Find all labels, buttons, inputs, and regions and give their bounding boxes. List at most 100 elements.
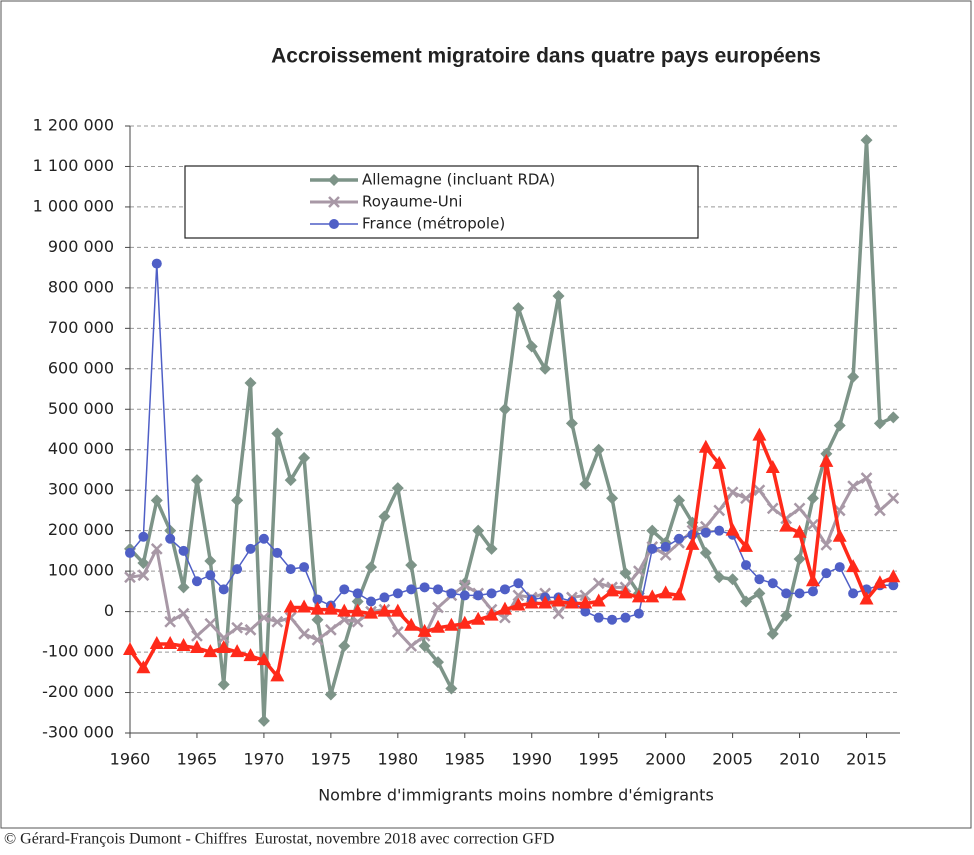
- marker-triangle: [417, 623, 432, 637]
- y-tick-label: 600 000: [48, 358, 114, 377]
- marker-cross: [793, 502, 806, 515]
- marker-diamond: [190, 474, 203, 487]
- marker-diamond: [378, 510, 391, 523]
- marker-circle: [473, 590, 484, 601]
- marker-triangle: [457, 615, 472, 629]
- marker-circle: [178, 545, 189, 556]
- marker-diamond: [150, 494, 163, 507]
- marker-circle: [406, 584, 417, 595]
- marker-cross: [552, 607, 565, 620]
- marker-diamond: [298, 451, 311, 464]
- marker-cross: [324, 623, 337, 636]
- marker-cross: [298, 627, 310, 640]
- marker-diamond: [713, 571, 726, 584]
- marker-circle: [499, 584, 510, 595]
- marker-circle: [352, 588, 363, 599]
- y-tick-label: 900 000: [48, 237, 114, 256]
- marker-triangle: [444, 617, 459, 631]
- marker-diamond: [780, 609, 793, 622]
- x-axis-label: Nombre d'immigrants moins nombre d'émigr…: [318, 786, 714, 805]
- marker-cross: [820, 538, 833, 551]
- marker-circle: [767, 578, 778, 589]
- marker-cross: [311, 634, 324, 646]
- series-line: [129, 262, 894, 621]
- marker-diamond: [753, 587, 766, 600]
- marker-cross: [579, 589, 592, 602]
- source-note: © Gérard-François Dumont - Chiffres Euro…: [4, 831, 554, 848]
- marker-triangle: [216, 640, 231, 654]
- marker-triangle: [163, 635, 178, 649]
- marker-diamond: [284, 474, 297, 487]
- marker-triangle: [350, 603, 365, 617]
- marker-circle: [700, 527, 711, 538]
- marker-diamond: [525, 340, 538, 353]
- marker-triangle: [725, 522, 740, 536]
- y-tick-label: 300 000: [48, 480, 114, 499]
- marker-circle: [339, 584, 350, 595]
- marker-circle: [513, 578, 524, 589]
- series-line: [128, 433, 895, 679]
- marker-cross: [191, 629, 203, 642]
- marker-triangle: [578, 595, 593, 609]
- marker-cross: [271, 615, 284, 628]
- frame: [0, 0, 972, 829]
- marker-triangle: [872, 575, 887, 589]
- marker-diamond: [539, 362, 552, 375]
- marker-triangle: [618, 585, 633, 599]
- marker-diamond: [552, 289, 565, 302]
- marker-diamond: [498, 403, 511, 416]
- marker-circle: [433, 584, 443, 595]
- marker-circle: [258, 533, 269, 544]
- legend-label: France (métropole): [362, 215, 505, 233]
- marker-circle: [781, 588, 792, 599]
- marker-circle: [607, 614, 618, 625]
- marker-circle: [848, 588, 859, 599]
- marker-triangle: [377, 603, 392, 617]
- y-tick-label: 0: [104, 601, 114, 620]
- marker-diamond: [592, 443, 605, 456]
- marker-cross: [351, 615, 364, 628]
- marker-triangle: [310, 601, 325, 615]
- x-tick-label: 1995: [578, 750, 619, 769]
- marker-circle: [446, 588, 457, 599]
- marker-diamond: [887, 411, 900, 424]
- marker-triangle: [123, 642, 137, 656]
- y-tick-label: 1 200 000: [33, 116, 114, 135]
- marker-circle: [754, 574, 765, 585]
- marker-triangle: [832, 528, 847, 542]
- marker-diamond: [766, 627, 779, 640]
- marker-diamond: [740, 595, 752, 608]
- marker-diamond: [860, 134, 873, 147]
- marker-circle: [807, 586, 818, 597]
- marker-triangle: [685, 536, 700, 550]
- y-tick-label: -200 000: [42, 682, 114, 701]
- x-tick-label: 1985: [444, 750, 485, 769]
- marker-diamond: [432, 656, 444, 669]
- marker-triangle: [497, 601, 512, 615]
- marker-triangle: [591, 593, 606, 607]
- marker-triangle: [846, 559, 861, 573]
- marker-diamond: [244, 376, 257, 389]
- y-tick-label: 800 000: [48, 277, 114, 296]
- marker-circle: [714, 525, 725, 536]
- x-tick-label: 1960: [110, 750, 151, 769]
- marker-triangle: [256, 652, 271, 666]
- series-line: [129, 476, 895, 648]
- marker-diamond: [418, 639, 431, 652]
- marker-cross: [458, 579, 471, 592]
- marker-diamond: [646, 524, 659, 537]
- y-tick-label: 500 000: [48, 399, 114, 418]
- marker-diamond: [833, 419, 846, 432]
- marker-circle: [245, 543, 256, 554]
- marker-diamond: [391, 482, 404, 495]
- marker-cross: [807, 518, 819, 531]
- marker-diamond: [485, 542, 498, 555]
- marker-diamond: [338, 639, 351, 652]
- marker-cross: [328, 196, 340, 208]
- marker-triangle: [712, 455, 727, 469]
- marker-cross: [753, 484, 766, 497]
- marker-circle: [379, 592, 390, 603]
- x-tick-label: 1990: [511, 750, 552, 769]
- marker-triangle: [805, 573, 820, 587]
- marker-triangle: [524, 595, 539, 609]
